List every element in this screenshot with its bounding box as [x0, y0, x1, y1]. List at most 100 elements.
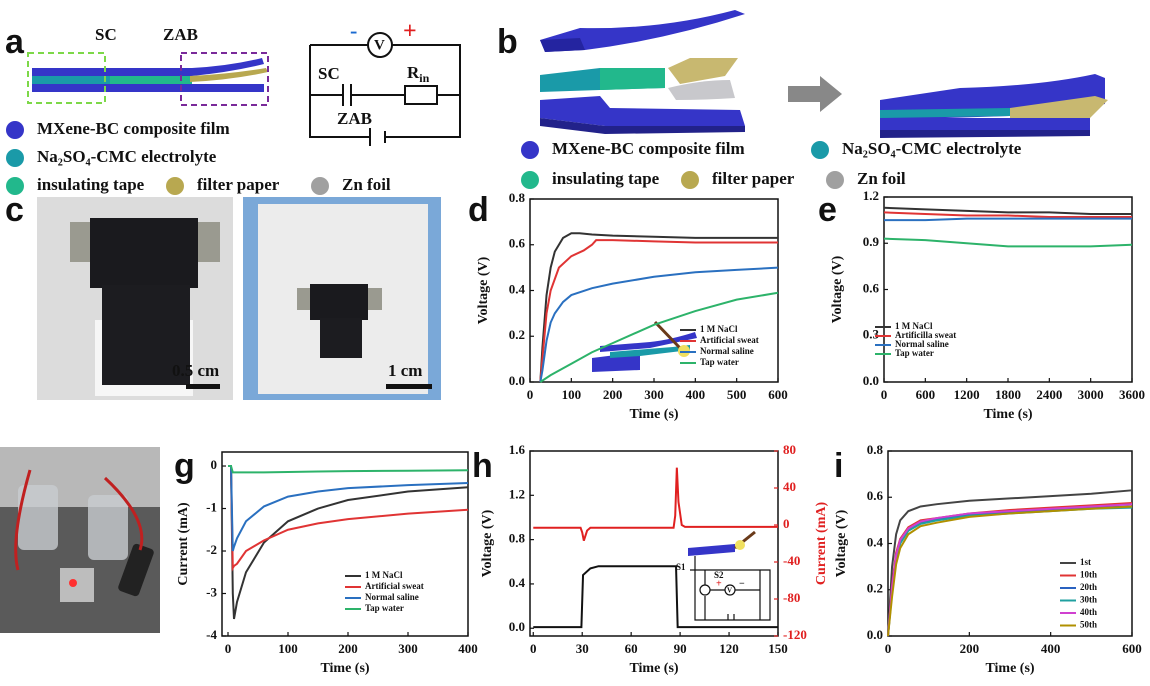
inset-label: − [739, 578, 745, 589]
y-axis-title: Voltage (V) [830, 255, 845, 323]
legend-label: 1st [1080, 557, 1091, 567]
legend-swatch [6, 121, 24, 139]
legend-label: 1 M NaCl [365, 570, 403, 580]
y-axis-title: Voltage (V) [480, 509, 495, 577]
x-tick-label: 300 [644, 387, 664, 402]
legend-swatch [826, 171, 844, 189]
legend-swatch [681, 171, 699, 189]
x-tick-label: 200 [338, 641, 358, 656]
x-tick-label: 400 [686, 387, 706, 402]
zab-circuit-label: ZAB [337, 109, 372, 128]
y-tick-label: 0.8 [867, 442, 884, 457]
legend-label: insulating tape [37, 175, 145, 194]
y2-tick-label: 40 [783, 479, 796, 494]
scale-label: 0.5 cm [172, 361, 219, 380]
y-tick-label: 0.0 [509, 373, 525, 388]
x-tick-label: 200 [603, 387, 623, 402]
minus-sign: - [350, 18, 357, 43]
y2-tick-label: -120 [783, 627, 807, 642]
data-line [539, 266, 779, 383]
y-axis-title: Current (mA) [176, 502, 191, 586]
x-tick-label: 150 [768, 641, 788, 656]
x-tick-label: 2400 [1036, 387, 1062, 402]
panel-label: c [5, 191, 24, 229]
y-tick-label: 0 [211, 457, 218, 472]
legend-swatch [311, 177, 329, 195]
y-tick-label: 0.4 [509, 281, 526, 296]
data-line [228, 465, 469, 552]
legend-swatch [811, 141, 829, 159]
x-tick-label: 90 [674, 641, 687, 656]
x-tick-label: 100 [562, 387, 582, 402]
y-tick-label: 0.2 [509, 327, 525, 342]
y2-axis-title: Current (mA) [814, 502, 829, 586]
y-tick-label: 0.4 [867, 534, 884, 549]
legend-swatch [521, 171, 539, 189]
data-line [883, 211, 1132, 219]
y-axis-title: Voltage (V) [834, 509, 849, 577]
y-tick-label: 0.4 [509, 575, 526, 590]
y2-tick-label: 0 [783, 516, 790, 531]
plot-frame [529, 450, 779, 637]
data-line [887, 505, 1133, 637]
legend-swatch [6, 177, 24, 195]
legend-label: MXene-BC composite film [552, 139, 745, 158]
x-axis-title: Time (s) [629, 661, 678, 676]
panel-label: h [472, 447, 493, 485]
legend-label: Zn foil [342, 175, 391, 194]
x-tick-label: 200 [960, 641, 980, 656]
scale-label: 1 cm [388, 361, 422, 380]
y-tick-label: -4 [206, 627, 217, 642]
inset-label: S2 [714, 570, 724, 580]
panel-label: b [497, 23, 518, 61]
panel-label: e [818, 191, 837, 229]
x-tick-label: 30 [576, 641, 589, 656]
x-axis-title: Time (s) [629, 407, 678, 422]
x-axis-title: Time (s) [983, 407, 1032, 422]
data-line [533, 467, 778, 542]
y-axis-title: Voltage (V) [476, 256, 491, 324]
panel-label: a [5, 23, 25, 61]
legend-swatch [521, 141, 539, 159]
legend-label: 30th [1080, 595, 1097, 605]
panel-label: g [174, 447, 195, 485]
x-tick-label: 1800 [995, 387, 1021, 402]
legend-label: filter paper [197, 175, 280, 194]
y-tick-label: 0.8 [509, 531, 526, 546]
x-tick-label: 100 [278, 641, 298, 656]
legend-label: insulating tape [552, 169, 660, 188]
data-line [539, 291, 779, 383]
plot-frame [221, 451, 469, 637]
x-tick-label: 0 [225, 641, 232, 656]
y-tick-label: 1.2 [863, 188, 879, 203]
inset-h [688, 530, 771, 621]
y-tick-label: -1 [206, 500, 217, 515]
sc-label: SC [95, 25, 117, 44]
x-tick-label: 1200 [954, 387, 980, 402]
x-tick-label: 0 [885, 641, 892, 656]
data-line [883, 237, 1133, 248]
x-tick-label: 600 [916, 387, 936, 402]
photo-f [0, 447, 160, 633]
legend-label: 20th [1080, 582, 1097, 592]
y-tick-label: 0.6 [867, 488, 884, 503]
y-tick-label: 0.9 [863, 234, 880, 249]
data-line [533, 565, 778, 629]
y2-tick-label: -80 [783, 590, 800, 605]
legend-label: 1 M NaCl [895, 321, 933, 331]
data-line [539, 239, 778, 383]
plus-sign: + [403, 19, 417, 45]
y-tick-label: 0.6 [509, 236, 526, 251]
x-tick-label: 600 [768, 387, 788, 402]
legend-label: Tap water [895, 348, 934, 358]
circuit-a [309, 32, 461, 146]
legend-label: 40th [1080, 607, 1097, 617]
schematic-a: SC ZAB [27, 25, 269, 106]
resistor-label: Rin [407, 63, 430, 85]
voltmeter-label: V [374, 37, 385, 53]
legend-label: filter paper [712, 169, 795, 188]
inset-label: + [716, 578, 722, 589]
sc-circuit-label: SC [318, 64, 340, 83]
x-axis-title: Time (s) [985, 661, 1034, 676]
